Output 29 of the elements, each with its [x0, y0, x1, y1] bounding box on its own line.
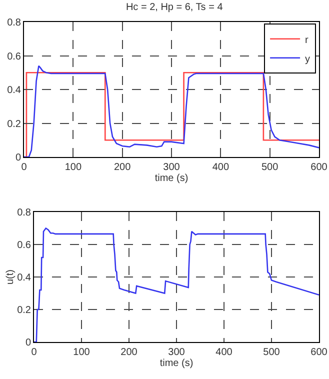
x-tick-label: 100: [64, 162, 82, 173]
y-tick-label: 0.8: [17, 208, 32, 218]
x-tick-label: 100: [73, 347, 90, 358]
legend-label: y: [305, 54, 310, 65]
x-tick-label: 200: [120, 347, 138, 358]
x-tick-label: 300: [163, 162, 180, 173]
y-tick-label: 0.4: [17, 272, 32, 284]
chart-title: Hc = 2, Hp = 6, Ts = 4: [126, 2, 224, 13]
y-tick-label: 0: [25, 338, 32, 348]
y-tick-label: 0: [15, 152, 22, 164]
x-tick-label: 600: [310, 347, 328, 358]
y-tick-label: 0.6: [17, 240, 32, 251]
y-tick-label: 0.2: [7, 118, 22, 130]
y-tick-label: 0.2: [17, 305, 32, 316]
y-axis-title: u(t): [5, 270, 16, 284]
x-tick-label: 200: [114, 162, 132, 173]
y-tick-label: 0.8: [7, 18, 22, 28]
x-tick-label: 600: [310, 162, 328, 173]
x-tick-label: 500: [263, 347, 280, 358]
x-tick-label: 400: [212, 162, 230, 173]
y-tick-label: 0.4: [7, 85, 22, 96]
y-tick-label: 0.6: [7, 51, 22, 62]
legend-label: r: [305, 34, 310, 46]
x-tick-label: 400: [216, 347, 233, 358]
x-axis-title: time (s): [160, 358, 194, 369]
line-series: [34, 228, 319, 342]
x-tick-label: 300: [168, 347, 186, 358]
x-tick-label: 500: [261, 162, 279, 173]
x-axis-title: time (s): [154, 173, 188, 184]
